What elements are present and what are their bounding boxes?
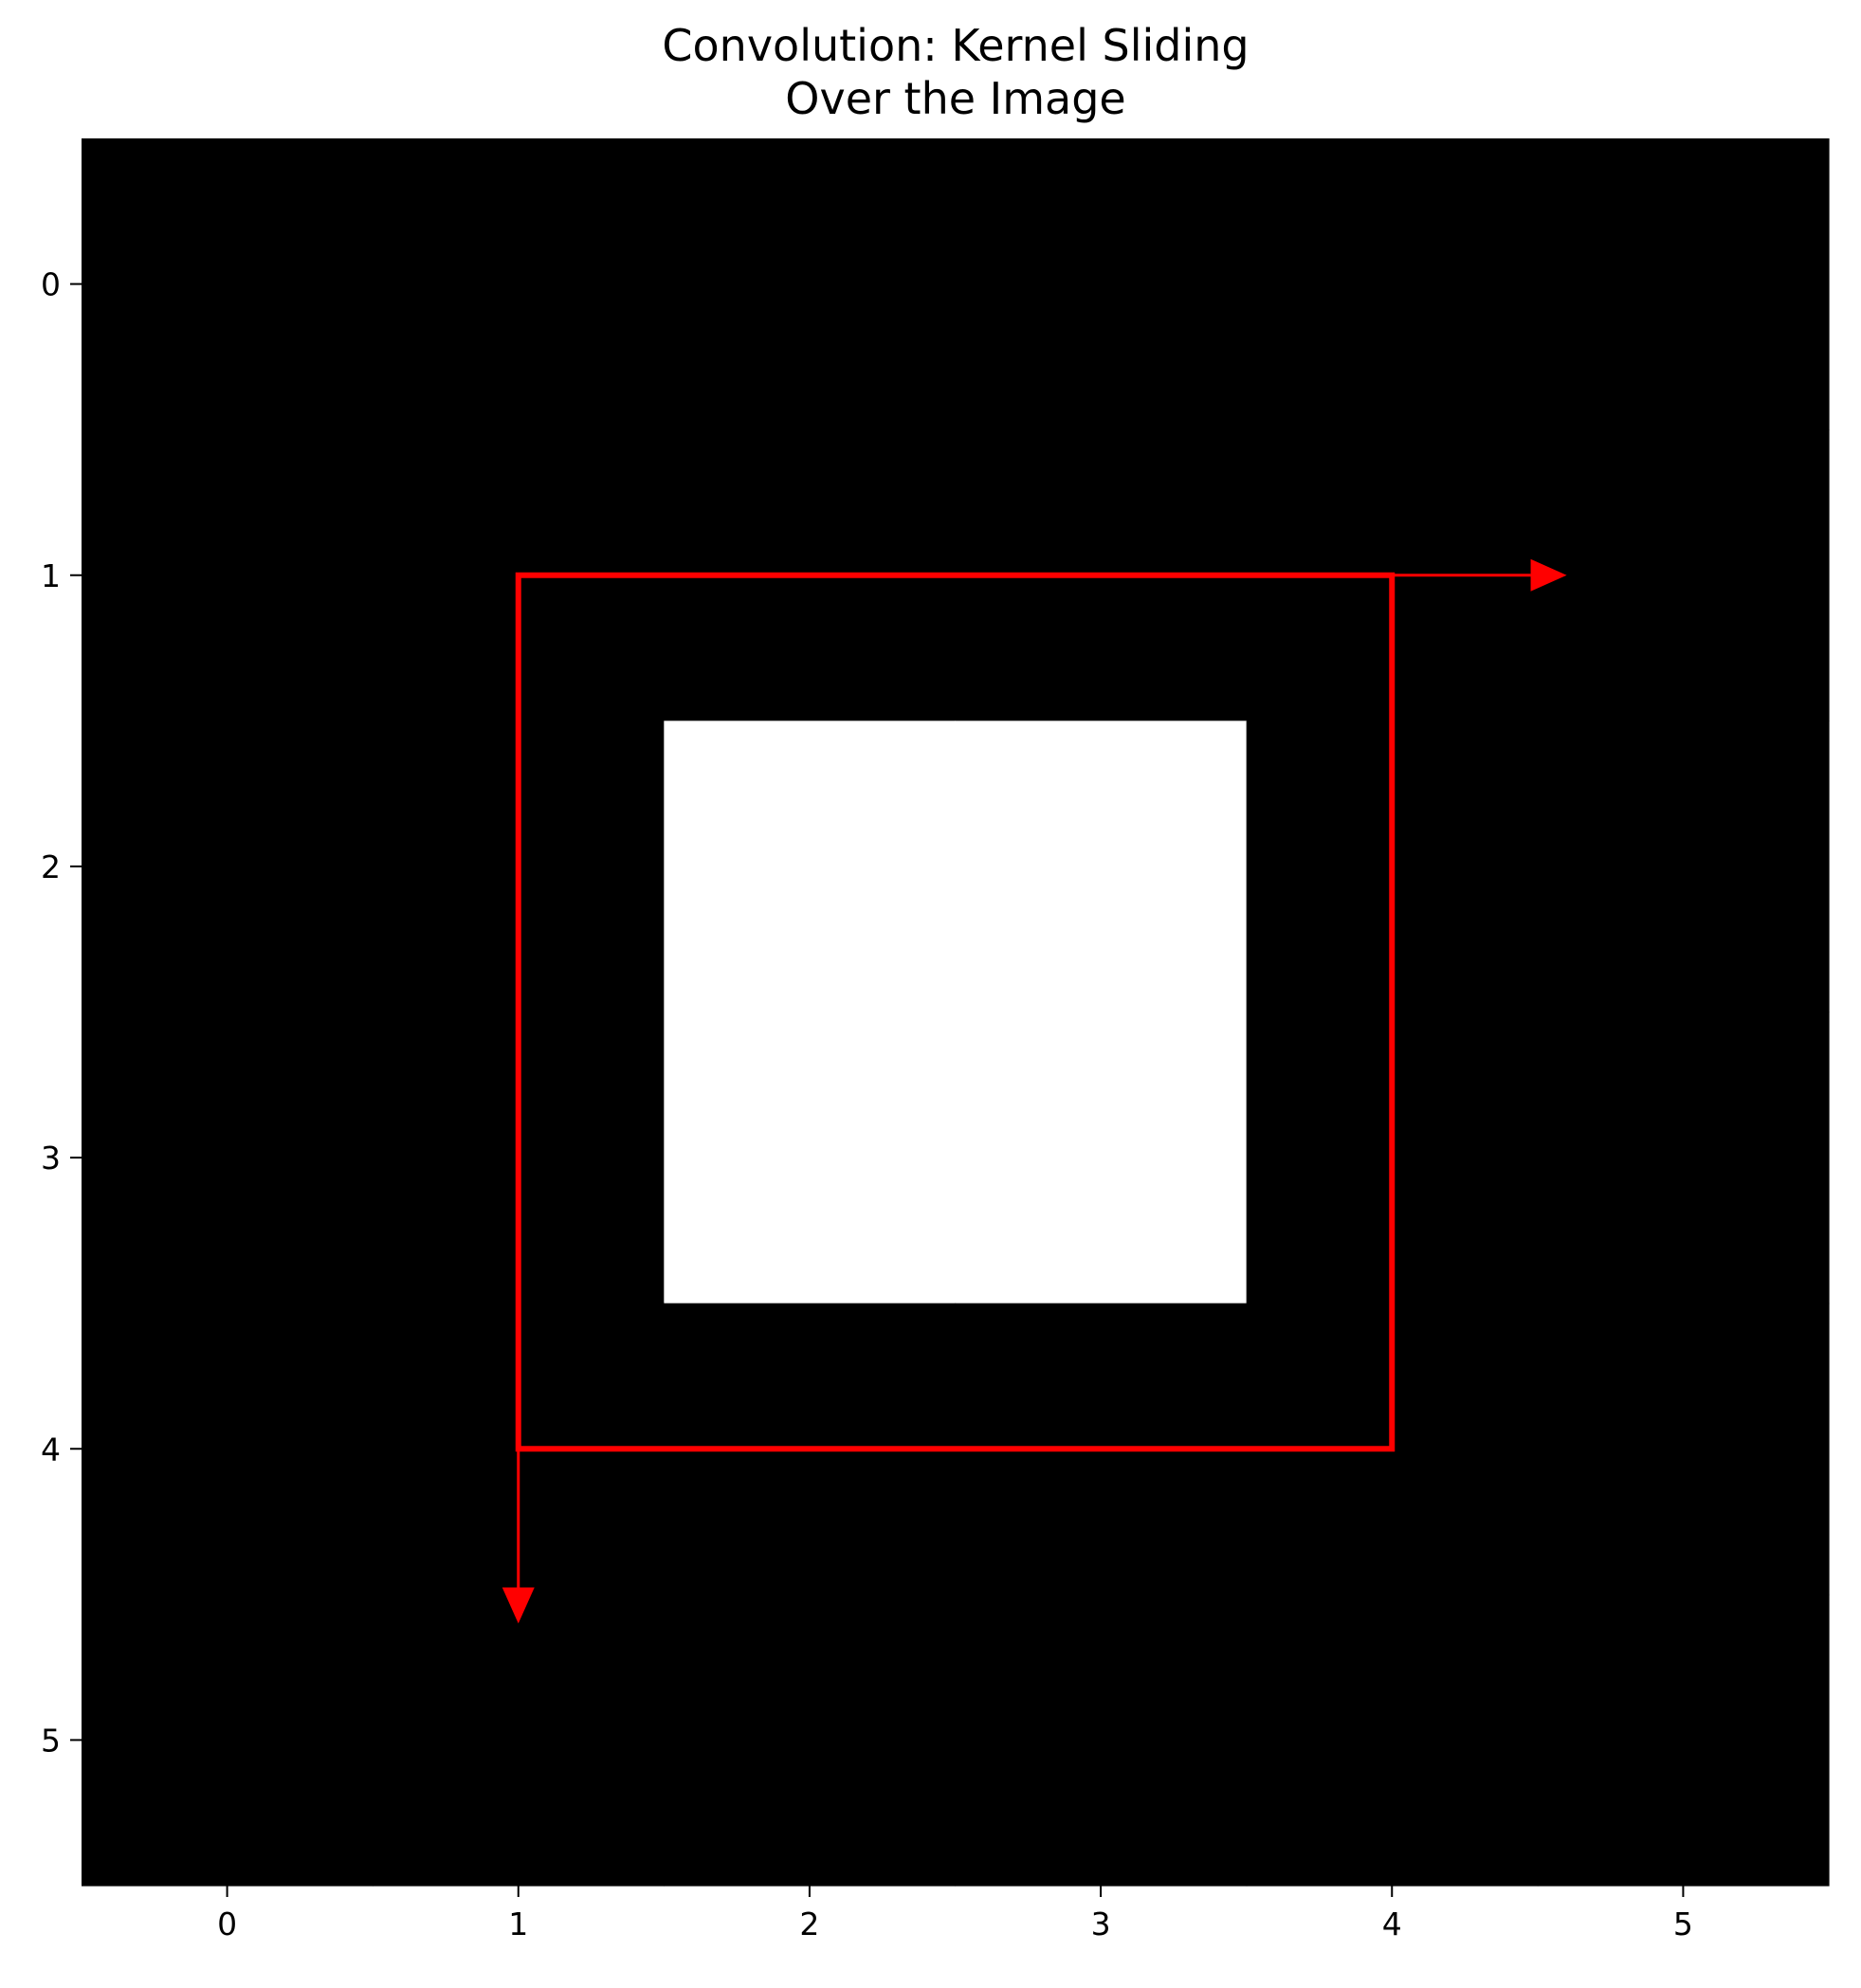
x-tick-label-2: 2: [799, 1906, 819, 1942]
image-cell-r2-c0: [82, 720, 374, 1013]
y-tick-label-0: 0: [41, 266, 61, 303]
image-cell-r5-c1: [373, 1594, 665, 1887]
image-cell-r5-c3: [955, 1594, 1248, 1887]
x-tick-label-4: 4: [1382, 1906, 1402, 1942]
image-cell-r0-c2: [664, 138, 957, 430]
y-tick-label-4: 4: [41, 1431, 61, 1468]
image-cell-r0-c3: [955, 138, 1248, 430]
kernel-box: [515, 572, 1396, 1452]
chart-title-line-1: Convolution: Kernel Sliding: [662, 20, 1249, 71]
image-cell-r5-c5: [1537, 1594, 1830, 1887]
image-cell-r4-c5: [1537, 1303, 1830, 1596]
chart-title-line-2: Over the Image: [785, 73, 1125, 124]
arrow-right-head: [1530, 558, 1567, 592]
image-cell-r0-c1: [373, 138, 665, 430]
image-cell-r4-c0: [82, 1303, 374, 1596]
image-cell-r0-c5: [1537, 138, 1830, 430]
image-cell-r0-c0: [82, 138, 374, 430]
image-cell-r1-c5: [1537, 429, 1830, 721]
y-tick-label-3: 3: [41, 1140, 61, 1176]
y-tick-label-2: 2: [41, 848, 61, 885]
image-cell-r3-c2: [664, 1012, 957, 1304]
image-cell-r2-c3: [955, 720, 1248, 1013]
x-tick-label-0: 0: [217, 1906, 237, 1942]
x-tick-label-1: 1: [508, 1906, 528, 1942]
image-cell-r0-c4: [1246, 138, 1539, 430]
image-cell-r3-c5: [1537, 1012, 1830, 1304]
image-cell-r5-c4: [1246, 1594, 1539, 1887]
image-cell-r5-c0: [82, 1594, 374, 1887]
image-cell-r2-c5: [1537, 720, 1830, 1013]
image-cell-r3-c0: [82, 1012, 374, 1304]
y-tick-label-5: 5: [41, 1722, 61, 1759]
image-cell-r3-c3: [955, 1012, 1248, 1304]
image-cell-r5-c2: [664, 1594, 957, 1887]
y-tick-label-1: 1: [41, 557, 61, 594]
image-cell-r2-c2: [664, 720, 957, 1013]
plot-area: 0 1 2 3 4 5 0 1 2 3 4 5: [41, 138, 1830, 1942]
x-tick-label-5: 5: [1673, 1906, 1693, 1942]
arrow-down-head: [502, 1587, 535, 1624]
x-tick-label-3: 3: [1091, 1906, 1111, 1942]
image-cell-r1-c0: [82, 429, 374, 721]
